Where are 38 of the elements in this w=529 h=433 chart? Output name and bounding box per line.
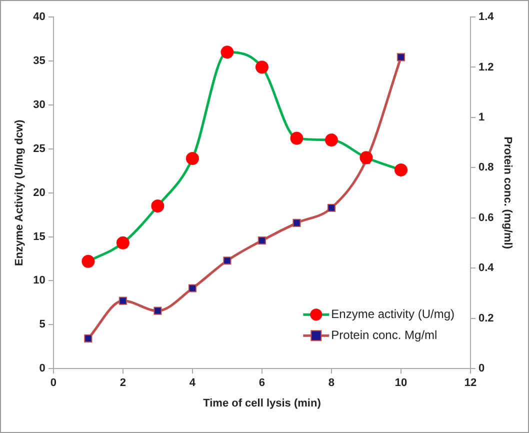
- y-tick-label: 10: [33, 274, 46, 287]
- x-tick-label: 2: [120, 377, 126, 390]
- y2-tick-label: 0.8: [478, 162, 494, 174]
- y-tick-label: 0: [39, 362, 46, 375]
- y2-tick-label: 0: [478, 362, 485, 375]
- point: [154, 306, 162, 315]
- point: [258, 236, 266, 245]
- y-tick-label: 25: [33, 142, 46, 155]
- y-tick-label: 20: [33, 186, 46, 199]
- x-axis-title: Time of cell lysis (min): [203, 397, 322, 410]
- point: [188, 284, 196, 292]
- y2-tick-label: 0.4: [478, 262, 495, 274]
- point: [118, 296, 127, 305]
- legend-label: Protein conc. Mg/ml: [331, 328, 438, 342]
- point: [223, 256, 232, 265]
- point: [84, 334, 92, 342]
- y2-axis-title: Protein conc. (mg/ml): [501, 136, 514, 250]
- x-tick-label: 10: [394, 377, 408, 390]
- point: [396, 53, 406, 62]
- y2-tick-label: 1.4: [478, 11, 495, 24]
- y-tick-label: 15: [33, 230, 46, 243]
- y2-tick-label: 0.6: [478, 212, 494, 224]
- y2-tick-label: 1: [478, 111, 485, 124]
- y-tick-label: 30: [33, 98, 46, 111]
- y2-tick-label: 0.2: [478, 312, 494, 324]
- x-tick-label: 0: [50, 377, 56, 390]
- point: [327, 204, 336, 212]
- y-tick-label: 5: [39, 318, 46, 331]
- y2-tick-label: 1.2: [478, 61, 494, 74]
- y-tick-label: 35: [33, 54, 46, 67]
- y-tick-label: 40: [33, 11, 46, 24]
- x-tick-label: 12: [464, 377, 477, 390]
- x-tick-label: 4: [189, 377, 196, 390]
- y-axis-title: Enzyme Activity (U/mg dcw): [14, 119, 26, 266]
- legend-label: Enzyme activity (U/mg): [331, 306, 455, 321]
- x-tick-label: 6: [258, 377, 266, 390]
- point: [292, 218, 301, 227]
- x-tick-label: 8: [328, 377, 335, 390]
